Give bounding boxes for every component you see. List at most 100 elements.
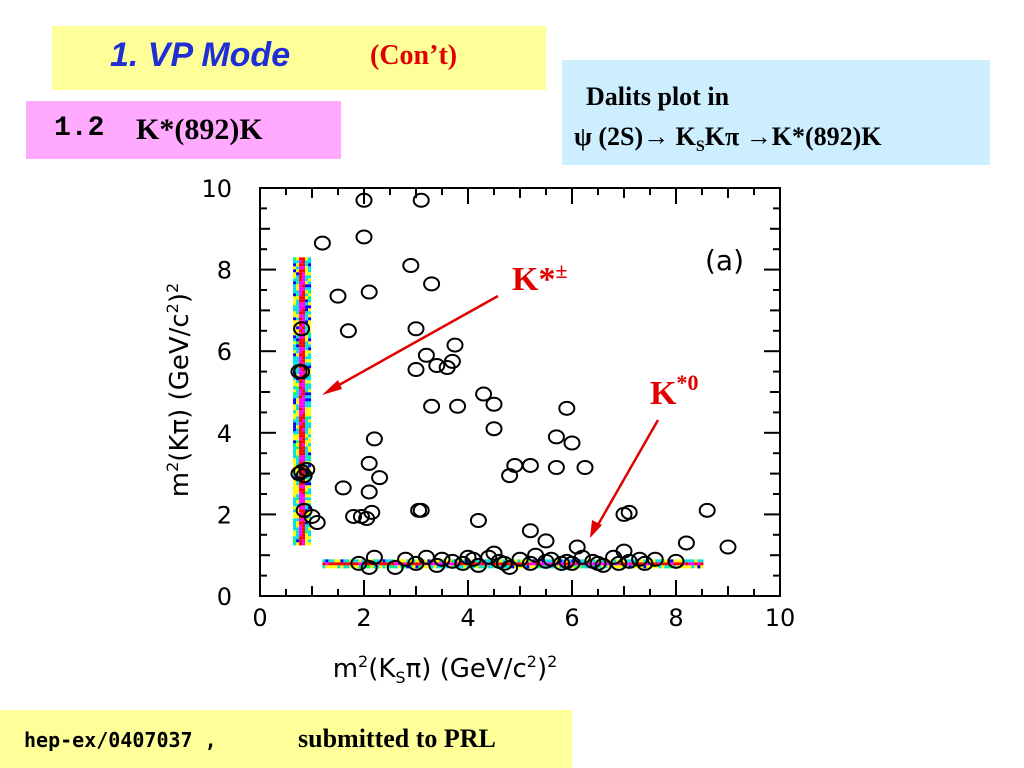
band-cell (299, 383, 303, 387)
band-cell (302, 341, 306, 345)
band-cell (427, 559, 431, 563)
band-cell (403, 562, 407, 566)
band-cell (412, 562, 416, 566)
band-cell (661, 565, 665, 569)
band-cell (337, 559, 341, 563)
band-cell (305, 320, 309, 324)
band-cell (308, 494, 312, 498)
band-cell (308, 449, 312, 453)
band-cell (370, 565, 374, 569)
band-cell (302, 389, 306, 393)
band-cell (299, 284, 303, 288)
band-cell (296, 260, 300, 264)
band-cell (302, 539, 306, 543)
band-cell (340, 562, 344, 566)
band-cell (302, 398, 306, 402)
band-cell (436, 565, 440, 569)
band-cell (475, 559, 479, 563)
data-point (329, 288, 347, 304)
band-cell (302, 524, 306, 528)
band-cell (302, 368, 306, 372)
band-cell (481, 562, 485, 566)
band-cell (296, 422, 300, 426)
band-cell (308, 290, 312, 294)
band-cell (643, 559, 647, 563)
band-cell (299, 344, 303, 348)
band-cell (308, 431, 312, 435)
data-point (501, 468, 519, 484)
band-cell (302, 311, 306, 315)
band-cell (299, 335, 303, 339)
band-cell (379, 565, 383, 569)
band-cell (308, 434, 312, 438)
band-cell (293, 497, 297, 501)
band-cell (299, 458, 303, 462)
band-cell (296, 338, 300, 342)
band-cell (299, 362, 303, 366)
footer-banner: hep-ex/0407037 , submitted to PRL (0, 710, 572, 768)
band-cell (299, 386, 303, 390)
data-point (417, 347, 435, 363)
band-cell (694, 565, 698, 569)
band-cell (305, 257, 309, 261)
band-cell (302, 308, 306, 312)
band-cell (308, 260, 312, 264)
band-cell (700, 565, 704, 569)
band-cell (299, 530, 303, 534)
band-cell (296, 272, 300, 276)
data-point (677, 535, 695, 551)
band-cell (308, 275, 312, 279)
band-cell (296, 257, 300, 261)
band-cell (308, 263, 312, 267)
band-cell (302, 533, 306, 537)
band-cell (296, 356, 300, 360)
band-cell (305, 389, 309, 393)
band-cell (688, 559, 692, 563)
band-cell (299, 455, 303, 459)
band-cell (628, 559, 632, 563)
band-cell (308, 515, 312, 519)
band-cell (293, 341, 297, 345)
band-cell (302, 512, 306, 516)
band-cell (293, 272, 297, 276)
band-cell (299, 389, 303, 393)
band-cell (302, 350, 306, 354)
band-cell (529, 565, 533, 569)
band-cell (484, 559, 488, 563)
data-point (407, 321, 425, 337)
band-cell (302, 458, 306, 462)
band-cell (299, 365, 303, 369)
band-cell (296, 344, 300, 348)
band-cell (520, 559, 524, 563)
band-cell (308, 398, 312, 402)
band-cell (305, 416, 309, 420)
band-cell (299, 497, 303, 501)
band-cell (622, 559, 626, 563)
axis-tick-labels: 0 2 4 6 8 10 0 2 4 6 8 10 (201, 175, 795, 632)
band-cell (299, 338, 303, 342)
band-cell (302, 314, 306, 318)
density-bands (293, 257, 704, 569)
band-cell (293, 359, 297, 363)
band-cell (511, 562, 515, 566)
band-cell (308, 452, 312, 456)
band-cell (305, 335, 309, 339)
band-cell (293, 380, 297, 384)
band-cell (299, 509, 303, 513)
band-cell (517, 565, 521, 569)
band-cell (296, 293, 300, 297)
band-cell (299, 422, 303, 426)
section-banner: 1.2 K*(892)K (26, 101, 341, 159)
band-cell (299, 341, 303, 345)
band-cell (293, 461, 297, 465)
band-cell (334, 559, 338, 563)
band-cell (299, 275, 303, 279)
band-cell (346, 565, 350, 569)
band-cell (302, 410, 306, 414)
band-cell (305, 395, 309, 399)
band-cell (296, 302, 300, 306)
band-cell (415, 559, 419, 563)
band-cell (299, 446, 303, 450)
band-cell (308, 365, 312, 369)
band-cell (299, 404, 303, 408)
